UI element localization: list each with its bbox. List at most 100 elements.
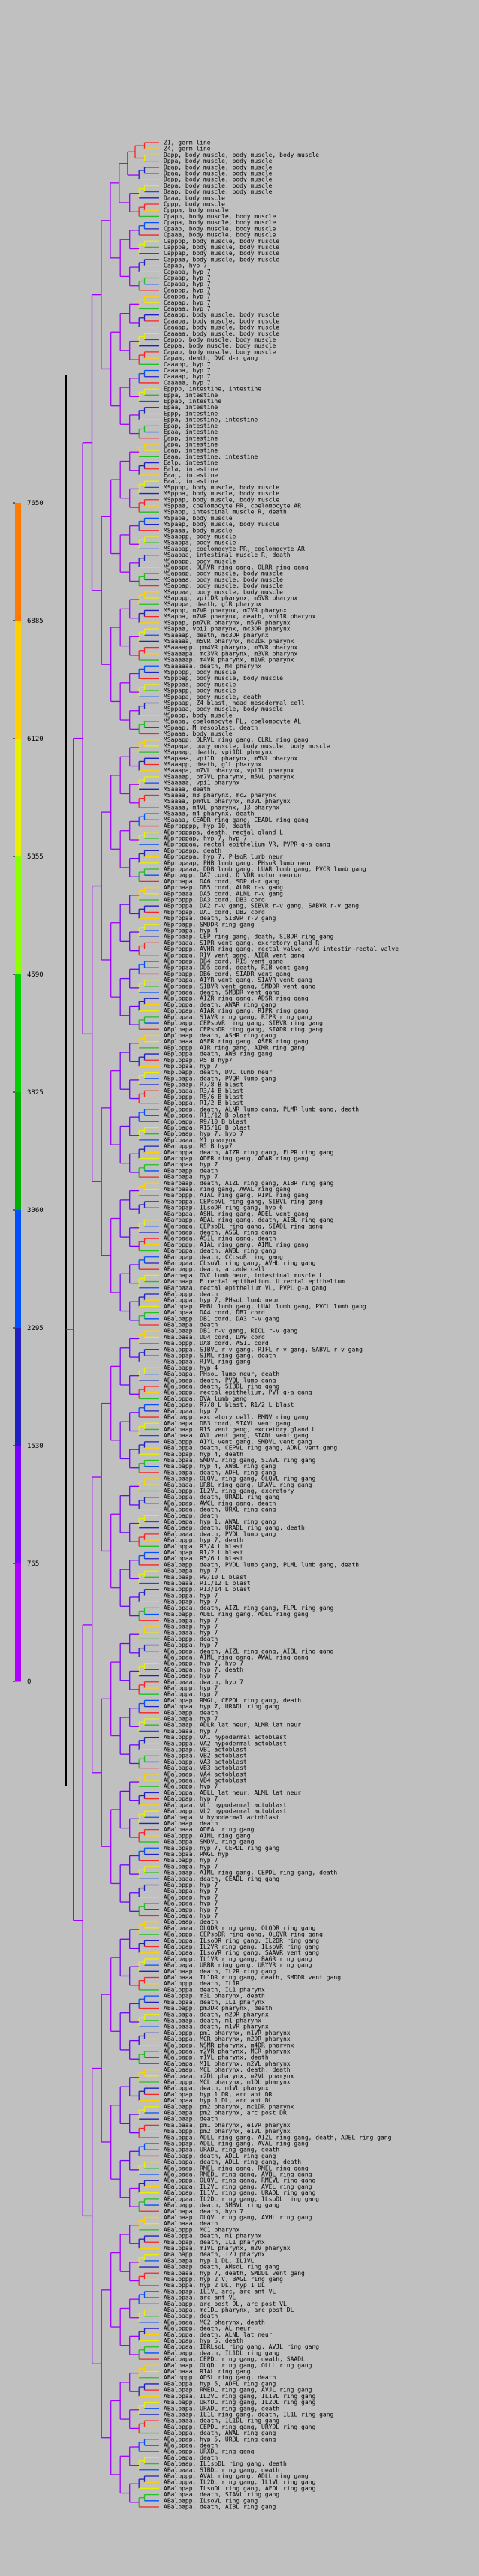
leaf-label: MSpapp, body muscle <box>164 712 233 718</box>
leaf-label: ABalpaaa, VB4 actoblast <box>164 1777 247 1784</box>
leaf-label: ABalpaaa, pm1 pharynx, e1VR pharynx <box>164 2122 291 2129</box>
leaf-label: ABalpaap, R9/10 L blast <box>164 1574 247 1581</box>
leaf-label: ABalpapp, hyp 7 <box>164 1857 218 1864</box>
leaf-label: ABalppap, hyp 5, death <box>164 2337 243 2344</box>
leaf-label: ABalpppp, MCL pharynx, m1DL pharynx <box>164 2078 291 2085</box>
leaf-label: ABplpaap, hyp 7, hyp 7 <box>164 1130 243 1137</box>
leaf-label: ABalpppp, hyp 7 <box>164 1783 218 1790</box>
leaf-label: ABalppap, ILsoDL ring gang, AFDL ring ga… <box>164 2485 315 2492</box>
leaf-label: ABplpapa, R15/16 B blast <box>164 1124 251 1131</box>
leaf-label: Epaa, intestine <box>164 404 218 411</box>
leaf-label: MSppaap, Z4 blast, head mesodermal cell <box>164 700 305 706</box>
leaf-label: ABplppap, R5 B hyp7 <box>164 1057 233 1064</box>
leaf-label: Eapa, intestine <box>164 441 218 447</box>
leaf-label: ABarpapa, DVC lumb neur, intestinal musc… <box>164 1272 323 1279</box>
leaf-label: ABplpaap, death, ASHR ring gang <box>164 1032 276 1039</box>
leaf-label: MSpppp, body muscle, body muscle <box>164 484 279 491</box>
leaf-label: ABalpapa, MIL pharynx, m2VL pharynx <box>164 2060 291 2067</box>
leaf-label: Capaa, death, DVC d-r gang <box>164 355 258 362</box>
leaf-label: ABalpapp, arc post DL, arc post VL <box>164 2301 287 2307</box>
color-scale-segment <box>15 856 21 975</box>
leaf-label: ABalpppp, MC1 pharynx <box>164 2226 240 2233</box>
leaf-label: ABalpppa, MCR pharynx, m2DR pharynx <box>164 2036 291 2042</box>
color-scale-tick-label: 1530 <box>27 1443 44 1450</box>
leaf-label: ABalpapa, hyp 7 <box>164 1912 218 1919</box>
leaf-label: MSpaap, body muscle, body muscle <box>164 521 279 528</box>
leaf-label: ABalpaap, DB1 r-v gang, RICL r-v gang <box>164 1328 297 1335</box>
leaf-label: MSppapa, body muscle, death <box>164 694 261 700</box>
leaf-label: ABalpapp, m1VL pharynx, death <box>164 2054 269 2061</box>
leaf-label: ABalppap, hyp 4, death <box>164 1451 243 1458</box>
color-scale-segment <box>15 739 21 857</box>
leaf-label: ABplpppp, AIR ring gang, AIMR ring gang <box>164 1044 305 1051</box>
color-scale-tick-label: 3060 <box>27 1207 44 1214</box>
leaf-label: ABalpaap, death <box>164 2313 218 2319</box>
leaf-label: ABalpapp, ADEL ring gang, ADEL ring gang <box>164 1611 309 1618</box>
leaf-label: Caaaaa, body muscle, body muscle <box>164 330 279 337</box>
leaf-label: Cappp, body muscle, body muscle <box>164 336 276 343</box>
leaf-label: Cpapa, body muscle, body muscle <box>164 219 276 226</box>
leaf-label: ABalpppp, IL2VL ring gang, excretory <box>164 1488 294 1494</box>
leaf-label: ABplpapp, R9/10 B blast <box>164 1118 247 1125</box>
leaf-label: Daaa, body muscle <box>164 194 225 201</box>
leaf-label: ABalpapa, hyp 1, AWAL ring gang <box>164 1518 276 1525</box>
leaf-label: ABalpapp, ILsoVL ring gang <box>164 2497 258 2504</box>
leaf-label: ABarpppp, AIAL ring gang, AIML ring gang <box>164 1241 309 1248</box>
color-scale-tick-label: 7650 <box>27 500 44 507</box>
leaf-label: ABalpppa, DVA lumb gang <box>164 1395 247 1402</box>
leaf-label: ABalpaap, death, URADL ring gang, death <box>164 1524 305 1531</box>
leaf-label: ABalpaap, IL1L ring gang, death, IL1L ri… <box>164 2411 334 2418</box>
leaf-label: ABalpppa, death, IL1 pharynx <box>164 1986 265 1993</box>
leaf-label: ABalppap, hyp 7 <box>164 1599 218 1605</box>
color-scale-tick-label: 3825 <box>27 1089 44 1097</box>
leaf-label: MSaappa, body muscle <box>164 540 236 546</box>
leaf-label: Dapp, body muscle, body muscle, body mus… <box>164 152 319 158</box>
leaf-label: ABalppap, m3L pharynx, death <box>164 1993 265 2000</box>
leaf-label: ABalppaa, VB2 actoblast <box>164 1753 247 1759</box>
leaf-label: ABalppaa, death <box>164 2442 218 2448</box>
leaf-label: ABalppap, hyp 1 DR, arc ant DR <box>164 2091 273 2098</box>
color-scale-tick-label: 4590 <box>27 971 44 979</box>
leaf-label: ABalpapa, death <box>164 2454 218 2461</box>
leaf-label: MSaaaaa, m5VR pharynx, mc2DR pharynx <box>164 638 294 645</box>
leaf-label: ABalpapp, death <box>164 1709 218 1716</box>
leaf-label: ABalppaa, AIML ring gang, AWAL ring gang <box>164 1654 309 1660</box>
leaf-label: ABplppap, AIAR ring gang, RIPR ring gang <box>164 1007 309 1014</box>
leaf-label: ABprpaap, SIBVR vent gang, SMDDR vent ga… <box>164 983 315 989</box>
leaf-label: ABprppaaa, DDB lumb gang, LUAR lumb gang… <box>164 865 366 872</box>
leaf-label: ABalpppa, death, ALNL lat neur <box>164 2331 273 2338</box>
leaf-label: ABalpapp, death, ADLL ring gang <box>164 2153 276 2159</box>
leaf-label: ABprpppa, DA2 r-v gang, SIBVR r-v gang, … <box>164 903 359 910</box>
leaf-label: ABalppap, hyp 7 <box>164 1894 218 1900</box>
leaf-label: ABplpapp, CEPsoVR ring gang, SIBVR ring … <box>164 1020 323 1027</box>
leaf-label: ABalppaa, m2VR pharynx, MCR pharynx <box>164 2048 291 2054</box>
leaf-label: ABarpaaa, ring gang, AWAL ring gang <box>164 1186 291 1193</box>
leaf-label: ABalppaa, DA4 cord, DB7 cord <box>164 1309 265 1316</box>
leaf-label: ABalpapp, hyp 7, hyp 7 <box>164 1660 243 1667</box>
leaf-label: MSappa, m7VR pharynx, death, vpi1R phary… <box>164 613 315 620</box>
leaf-label: MSppap, body muscle, body muscle <box>164 496 279 503</box>
leaf-label: Epaa, intestine <box>164 429 218 435</box>
leaf-label: ABalpapp, excretory cell, BMNV ring gang <box>164 1414 309 1421</box>
leaf-label: ABarpppp, R5 B hyp7 <box>164 1143 233 1150</box>
leaf-label: MSaaaa, pm4VL pharynx, m3VL pharynx <box>164 798 291 805</box>
leaf-label: ABalpapp, hyp 4, AWBL ring gang <box>164 1463 276 1470</box>
leaf-label: ABalppaa, death, URXL ring gang <box>164 1506 276 1513</box>
leaf-label: ABalpapa, mc1DL pharynx, arc post DL <box>164 2307 294 2313</box>
leaf-label: ABalpaap, AIML ring gang, CEPDL ring gan… <box>164 1870 337 1876</box>
leaf-label: ABplpapa, death, PVQR lumb gang <box>164 1075 276 1082</box>
leaf-label: ABalpaaa, DD4 cord, DA9 cord <box>164 1334 265 1341</box>
leaf-label: ABalpppa, hyp 7 <box>164 1642 218 1648</box>
leaf-label: Caaaap, body muscle, body muscle <box>164 324 279 331</box>
leaf-label: ABalpaaa, death <box>164 2220 218 2227</box>
leaf-label: Eaaa, intestine, intestine <box>164 453 258 460</box>
leaf-label: ABalppaa, m1VL pharynx, m2V pharynx <box>164 2245 291 2252</box>
leaf-label: ABalpppa, VA2 hypodermal actoblast <box>164 1740 287 1747</box>
leaf-label: ABalpaap, RIS vent gang, excretory gland… <box>164 1426 315 1433</box>
leaf-label: ABalpppp, death <box>164 1636 218 1642</box>
color-scale-tick-label: 765 <box>27 1560 39 1568</box>
leaf-label: ABalpapa, hyp 1 DL, IL1VL <box>164 2257 255 2264</box>
leaf-label: ABprpppap, hyp 7, hyp 7 <box>164 835 247 841</box>
leaf-label: ABalpaaa, SIBDL ring gang, death <box>164 2466 279 2473</box>
leaf-label: MSapapa, body muscle, body muscle, body … <box>164 742 330 749</box>
